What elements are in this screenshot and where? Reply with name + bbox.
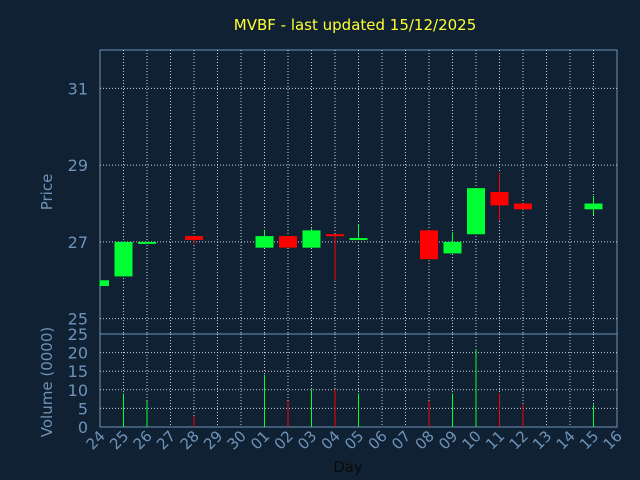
x-tick-label: 03 bbox=[294, 427, 320, 453]
x-tick-label: 10 bbox=[459, 427, 485, 453]
candle-body bbox=[255, 236, 274, 248]
price-tick-label: 29 bbox=[68, 156, 88, 175]
candle-body bbox=[443, 241, 462, 254]
candle-body bbox=[302, 230, 321, 248]
candle-body bbox=[114, 241, 133, 277]
volume-tick-label: 25 bbox=[68, 325, 88, 344]
x-tick-label: 30 bbox=[224, 427, 250, 453]
candle-body bbox=[185, 236, 203, 240]
price-tick-label: 27 bbox=[68, 233, 88, 252]
candle-body bbox=[100, 280, 109, 287]
x-tick-label: 13 bbox=[529, 427, 555, 453]
volume-tick-label: 20 bbox=[68, 344, 88, 363]
x-tick-label: 08 bbox=[412, 427, 438, 453]
x-tick-label: 14 bbox=[553, 427, 579, 453]
candle-body bbox=[584, 203, 603, 210]
candle-body bbox=[349, 238, 368, 241]
x-tick-label: 09 bbox=[435, 427, 461, 453]
x-tick-label: 26 bbox=[130, 427, 156, 453]
volume-tick-label: 5 bbox=[78, 399, 88, 418]
x-tick-label: 15 bbox=[576, 427, 602, 453]
x-tick-label: 01 bbox=[247, 427, 273, 453]
x-tick-label: 29 bbox=[200, 427, 226, 453]
plot-layer: 2425262728293001020304050607080910111213… bbox=[68, 49, 626, 453]
volume-axis-label: Volume (0000) bbox=[38, 327, 56, 437]
candle-body bbox=[514, 203, 532, 210]
x-tick-label: 02 bbox=[271, 427, 297, 453]
chart-title: MVBF - last updated 15/12/2025 bbox=[234, 16, 477, 34]
volume-tick-label: 15 bbox=[68, 362, 88, 381]
x-axis-label: Day bbox=[333, 458, 363, 476]
x-tick-label: 04 bbox=[318, 427, 344, 453]
volume-tick-label: 0 bbox=[78, 418, 88, 437]
candle-body bbox=[467, 188, 485, 235]
price-tick-label: 25 bbox=[68, 310, 88, 329]
x-tick-label: 28 bbox=[177, 427, 203, 453]
candle-body bbox=[326, 234, 344, 237]
x-tick-label: 11 bbox=[482, 427, 508, 453]
x-tick-label: 06 bbox=[365, 427, 391, 453]
x-tick-label: 07 bbox=[388, 427, 414, 453]
x-tick-label: 05 bbox=[341, 427, 367, 453]
x-tick-label: 12 bbox=[506, 427, 532, 453]
candle-body bbox=[279, 236, 297, 248]
x-tick-label: 27 bbox=[153, 427, 179, 453]
price-axis-label: Price bbox=[38, 174, 56, 211]
x-tick-label: 25 bbox=[106, 427, 132, 453]
candle-body bbox=[420, 230, 438, 260]
volume-tick-label: 10 bbox=[68, 381, 88, 400]
price-tick-label: 31 bbox=[68, 79, 88, 98]
candle-body bbox=[138, 241, 156, 244]
x-tick-label: 16 bbox=[600, 427, 626, 453]
candle-body bbox=[490, 192, 509, 206]
